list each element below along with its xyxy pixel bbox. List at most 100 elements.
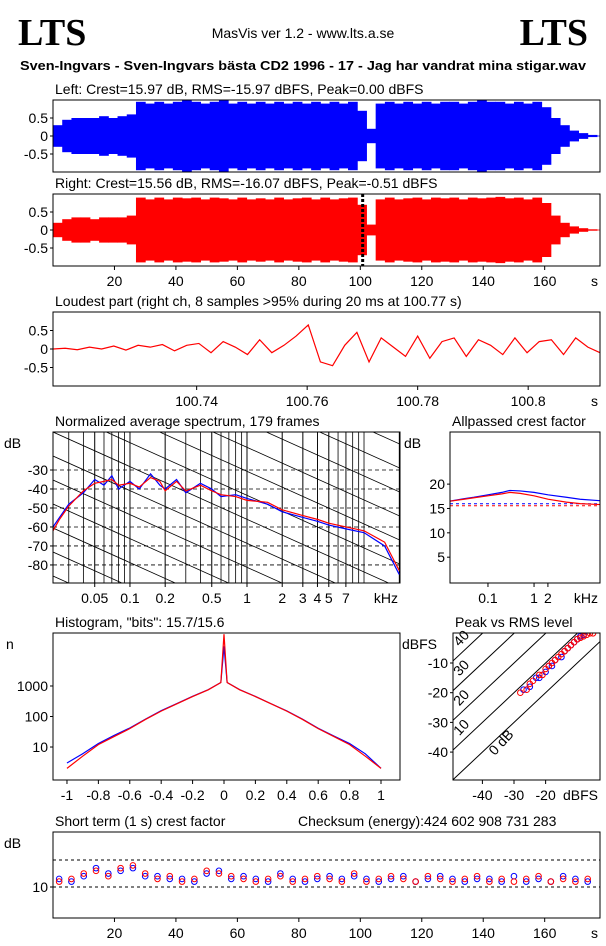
waveform-segment: [430, 197, 441, 263]
scatter-point: [535, 872, 542, 880]
scatter-point: [55, 875, 63, 883]
scatter-point: [277, 870, 284, 877]
waveform-segment: [200, 199, 211, 261]
waveform-segment: [560, 125, 570, 147]
waveform-segment: [338, 103, 349, 169]
waveform-segment: [486, 197, 497, 263]
diagonal-grid: [212, 432, 400, 517]
y-tick-label: -40: [28, 481, 48, 497]
waveform-segment: [53, 222, 63, 238]
waveform-segment: [218, 100, 229, 172]
panel-title: Allpassed crest factor: [452, 413, 586, 429]
x-tick-label: 0.2: [155, 590, 175, 606]
crest-diagonal: [453, 633, 516, 691]
waveform-segment: [477, 198, 487, 262]
diagonal-grid: [53, 479, 283, 583]
series-line: [450, 489, 600, 502]
x-tick-label: 2: [544, 590, 552, 606]
plot-frame: [52, 99, 601, 173]
scatter-point: [539, 671, 546, 679]
scatter-point: [68, 878, 75, 885]
y-tick-label: -50: [28, 500, 48, 516]
y-tick-label: 0.5: [29, 110, 49, 126]
waveform-segment: [172, 101, 183, 171]
waveform-segment: [384, 197, 395, 263]
waveform-segment: [311, 199, 321, 261]
waveform-segment: [421, 101, 432, 171]
checksum-label: Checksum (energy):: [298, 813, 424, 829]
waveform-segment: [366, 128, 377, 144]
waveform-segment: [301, 197, 312, 263]
x-tick-label: 140: [472, 925, 496, 941]
scatter-point: [375, 875, 383, 883]
x-tick-label: 100.8: [511, 393, 546, 409]
waveform-segment: [467, 101, 478, 171]
waveform-segment: [329, 199, 340, 261]
waveform-segment: [255, 198, 266, 262]
waveform-segment: [182, 198, 192, 262]
scatter-point: [535, 875, 542, 883]
scatter-point: [473, 875, 481, 883]
waveform-segment: [532, 101, 543, 171]
waveform-segment: [255, 101, 266, 171]
waveform-segment: [200, 103, 211, 169]
scatter-point: [510, 878, 518, 885]
x-tick-label: -0.4: [149, 787, 173, 803]
panel-title: Right: Crest=15.56 dB, RMS=-16.07 dBFS, …: [55, 175, 437, 191]
crest-diagonal: [453, 633, 484, 662]
diagonal-grid: [53, 551, 123, 583]
waveform-segment: [117, 217, 128, 243]
y-axis-label: dB: [404, 435, 421, 451]
waveform-segment: [283, 103, 294, 169]
waveform-segment: [329, 101, 340, 171]
scatter-point: [517, 689, 524, 696]
scatter-point: [92, 864, 100, 872]
y-tick-label: 100: [25, 709, 49, 725]
y-tick-label: 0.5: [29, 204, 49, 220]
waveform-segment: [440, 198, 450, 262]
diagonal-grid: [158, 432, 400, 541]
scatter-point: [536, 671, 543, 679]
waveform-segment: [126, 215, 137, 245]
waveform-segment: [209, 101, 220, 171]
scatter-point: [573, 635, 581, 643]
x-axis-label: kHz: [374, 590, 398, 606]
waveform-segment: [135, 101, 146, 171]
waveform-segment: [513, 197, 524, 263]
waveform-segment: [108, 118, 119, 154]
scatter-point: [558, 653, 565, 661]
scatter-point: [301, 875, 309, 883]
waveform-segment: [292, 101, 303, 171]
x-axis-label: s: [591, 273, 598, 289]
waveform-segment: [569, 226, 579, 234]
waveform-segment: [62, 219, 72, 241]
crest-diagonal: [453, 641, 600, 780]
scatter-point: [117, 864, 124, 872]
waveform-segment: [523, 199, 533, 261]
waveform-segment: [504, 198, 515, 262]
waveform-segment: [135, 197, 146, 263]
scatter-point: [166, 875, 174, 883]
waveform-segment: [504, 103, 515, 169]
waveform-segment: [596, 229, 600, 231]
x-tick-label: 0.5: [202, 590, 222, 606]
scatter-point: [117, 867, 124, 875]
scatter-point: [55, 878, 63, 885]
scatter-point: [80, 870, 88, 877]
scatter-point: [154, 872, 161, 880]
y-tick-label: 15: [429, 500, 445, 516]
x-tick-label: 20: [107, 273, 123, 289]
x-tick-label: -0.8: [86, 787, 110, 803]
x-tick-label: 1: [243, 590, 251, 606]
series-line: [53, 476, 400, 571]
scatter-point: [338, 875, 346, 883]
waveform-segment: [228, 103, 238, 169]
waveform-segment: [237, 101, 248, 171]
x-tick-label: -40: [472, 787, 492, 803]
scatter-point: [572, 875, 579, 883]
scatter-point: [350, 872, 358, 880]
waveform-segment: [311, 101, 321, 171]
plot-area: [53, 432, 400, 583]
plot-frame: [52, 431, 401, 584]
x-tick-label: 0.8: [340, 787, 360, 803]
